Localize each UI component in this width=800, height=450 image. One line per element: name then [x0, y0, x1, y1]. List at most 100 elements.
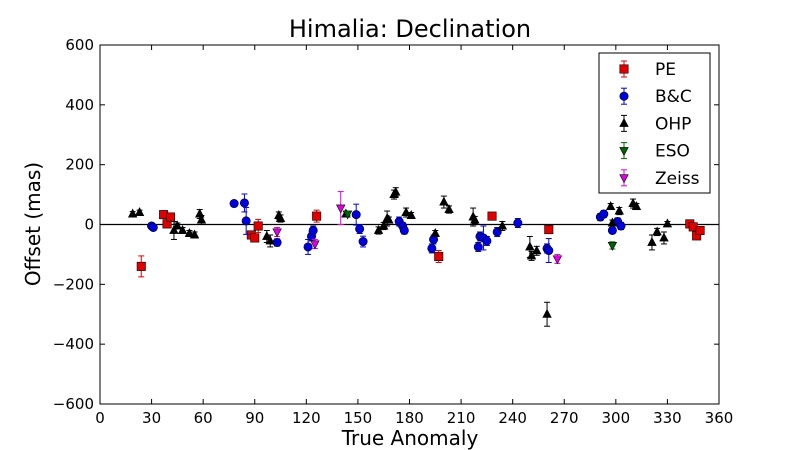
data-point — [406, 210, 416, 219]
y-tick-label: −600 — [53, 395, 94, 413]
data-point — [169, 225, 179, 234]
legend-marker — [619, 64, 629, 74]
data-point — [652, 226, 662, 236]
data-point — [229, 199, 239, 209]
legend-label: OHP — [655, 114, 691, 134]
data-point — [308, 225, 318, 235]
legend-marker — [619, 117, 629, 127]
data-point — [532, 245, 542, 255]
data-point — [444, 204, 454, 213]
data-point — [262, 230, 272, 240]
data-point — [647, 236, 657, 246]
data-point — [434, 252, 444, 262]
data-point — [492, 227, 502, 237]
data-point — [470, 214, 480, 224]
x-tick-label: 330 — [653, 409, 682, 427]
data-point — [487, 211, 497, 221]
data-point — [136, 261, 146, 271]
x-tick-label: 240 — [498, 409, 527, 427]
legend-marker — [619, 174, 629, 184]
y-axis-title: Offset (mas) — [21, 162, 45, 286]
data-point — [662, 218, 673, 228]
y-tick-label: 600 — [65, 36, 94, 54]
data-point — [241, 216, 251, 226]
data-point — [526, 250, 537, 260]
data-point — [253, 221, 263, 231]
data-point — [497, 220, 508, 230]
y-tick-label: −400 — [53, 335, 94, 353]
legend: PE B&C OHP ESO Zeiss — [598, 52, 711, 194]
x-tick-label: 270 — [550, 409, 579, 427]
legend-marker — [619, 91, 629, 101]
x-tick-label: 120 — [292, 409, 321, 427]
data-point — [148, 222, 158, 232]
data-point — [272, 237, 282, 247]
data-point — [275, 213, 286, 222]
data-point — [165, 212, 175, 222]
data-point — [189, 229, 200, 239]
data-point — [659, 232, 669, 242]
x-tick-label: 150 — [344, 409, 373, 427]
data-point — [607, 225, 617, 235]
x-tick-label: 0 — [95, 409, 105, 427]
data-point — [616, 221, 626, 231]
data-point — [542, 308, 552, 318]
data-point — [134, 207, 145, 216]
data-point — [384, 214, 394, 224]
data-point — [552, 255, 563, 265]
data-point — [607, 241, 618, 251]
x-tick-label: 60 — [194, 409, 213, 427]
data-point — [439, 196, 449, 206]
x-axis-title: True Anomaly — [341, 426, 479, 450]
data-point — [342, 210, 353, 220]
data-point — [430, 228, 440, 237]
x-tick-label: 180 — [395, 409, 424, 427]
data-point — [599, 209, 609, 219]
y-tick-label: 0 — [84, 216, 94, 234]
data-point — [336, 204, 346, 214]
data-point — [525, 241, 535, 251]
data-point — [607, 217, 618, 227]
legend-label: PE — [655, 60, 676, 80]
y-tick-label: 200 — [65, 156, 94, 174]
plot-area: 0 30 60 90 120 150 180 210 240 270 300 330 360 −600 −4… — [53, 36, 734, 427]
x-tick-label: 90 — [245, 409, 264, 427]
data-point — [358, 237, 368, 247]
data-point — [631, 201, 642, 210]
x-tick-label: 360 — [705, 409, 734, 427]
data-point — [605, 201, 616, 210]
data-point — [544, 225, 554, 235]
data-point — [513, 218, 523, 228]
legend-marker — [619, 147, 629, 157]
x-tick-label: 210 — [447, 409, 476, 427]
data-point — [482, 236, 492, 246]
data-point — [127, 208, 138, 218]
data-point — [184, 228, 195, 237]
data-point — [473, 242, 483, 252]
legend-label: ESO — [655, 142, 690, 162]
data-point — [373, 225, 384, 234]
legend-label: B&C — [655, 87, 692, 107]
data-point — [355, 224, 365, 234]
data-point — [310, 240, 320, 250]
data-point — [265, 235, 275, 245]
data-point — [391, 186, 401, 196]
legend-label: Zeiss — [655, 169, 700, 189]
data-point — [312, 211, 322, 221]
data-point — [250, 233, 260, 243]
y-tick-label: 400 — [65, 96, 94, 114]
data-point — [544, 246, 554, 256]
data-point — [614, 205, 624, 215]
data-point — [351, 210, 361, 220]
data-point — [239, 198, 249, 208]
x-tick-label: 30 — [142, 409, 161, 427]
data-point — [379, 220, 389, 230]
data-point — [399, 225, 409, 235]
data-point — [401, 207, 411, 216]
data-point — [695, 225, 705, 235]
data-point — [196, 214, 207, 224]
data-point — [272, 228, 282, 238]
chart-title: Himalia: Declination — [289, 15, 531, 43]
y-tick-label: −200 — [53, 275, 94, 293]
